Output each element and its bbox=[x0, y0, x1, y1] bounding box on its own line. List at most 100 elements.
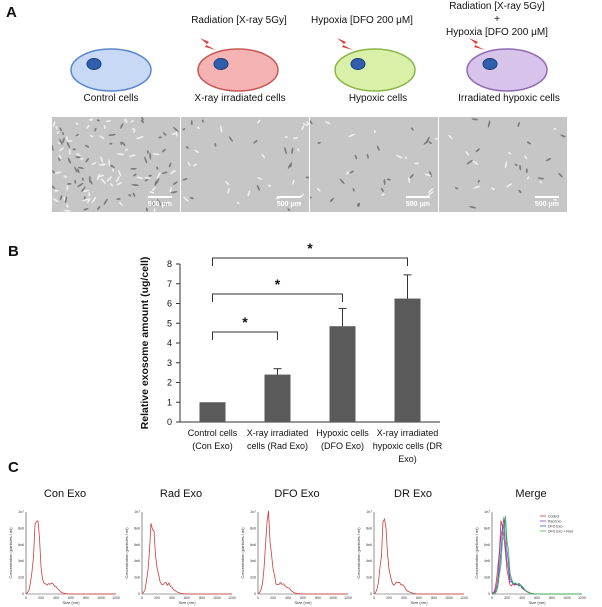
cell-speck bbox=[349, 170, 355, 174]
x-tick-label: 600 bbox=[184, 596, 190, 600]
x-tick-label: 400 bbox=[53, 596, 59, 600]
cell-speck bbox=[132, 192, 136, 197]
category-label: cells (Rad Exo) bbox=[247, 441, 308, 451]
cell-speck bbox=[261, 153, 265, 159]
treatment-line: Radiation [X-ray 5Gy] bbox=[449, 1, 545, 12]
significance-bracket bbox=[212, 331, 278, 340]
cell-speck bbox=[62, 131, 64, 136]
y-tick-label: 2e6 bbox=[366, 576, 372, 580]
cell-speck bbox=[526, 141, 531, 145]
cell-speck bbox=[66, 203, 69, 208]
y-tick-label: 8e6 bbox=[134, 526, 140, 530]
cell-speck bbox=[466, 159, 473, 165]
cell-speck bbox=[287, 208, 291, 212]
cell-speck bbox=[172, 170, 176, 173]
cell-speck bbox=[88, 192, 91, 197]
cell-speck bbox=[59, 127, 62, 132]
cell-speck bbox=[162, 132, 167, 136]
cell-speck bbox=[81, 186, 86, 193]
x-tick-label: 800 bbox=[431, 596, 437, 600]
cell-speck bbox=[67, 182, 72, 185]
cell-speck bbox=[128, 194, 132, 197]
y-tick-label: 4 bbox=[167, 338, 172, 348]
cell-speck bbox=[59, 195, 63, 201]
cell-speck bbox=[173, 126, 179, 133]
cell-speck bbox=[214, 142, 217, 147]
y-tick-label: 1 bbox=[167, 397, 172, 407]
cell-speck bbox=[519, 165, 522, 171]
cell-speck bbox=[66, 140, 73, 143]
cell-speck bbox=[155, 177, 160, 185]
y-tick-label: 2e6 bbox=[134, 576, 140, 580]
category-label: Control cells bbox=[188, 428, 238, 438]
x-tick-label: 0 bbox=[491, 596, 493, 600]
x-tick-label: 400 bbox=[169, 596, 175, 600]
x-tick-label: 400 bbox=[519, 596, 525, 600]
y-tick-label: 6e6 bbox=[484, 543, 490, 547]
cell-speck bbox=[109, 164, 115, 168]
cell-speck bbox=[192, 163, 198, 167]
cell-speck bbox=[163, 203, 169, 206]
y-tick-label: 1e7 bbox=[18, 510, 24, 514]
cell-speck bbox=[103, 198, 108, 205]
x-tick-label: 200 bbox=[38, 596, 44, 600]
category-label: (Con Exo) bbox=[192, 441, 233, 451]
x-tick-label: 1000 bbox=[445, 596, 453, 600]
cell-speck bbox=[66, 136, 68, 141]
cell-speck bbox=[171, 132, 177, 135]
cell-speck bbox=[284, 146, 287, 155]
micrograph-control: 500 μm bbox=[52, 117, 180, 212]
cell-speck bbox=[157, 199, 162, 206]
cell-speck bbox=[105, 120, 112, 123]
significance-bracket bbox=[212, 257, 408, 266]
treatment-line: + bbox=[494, 14, 500, 25]
y-tick-label: 1e7 bbox=[366, 510, 372, 514]
y-tick-label: 4e6 bbox=[134, 559, 140, 563]
cell-speck bbox=[409, 174, 414, 179]
y-tick-label: 0 bbox=[488, 592, 490, 596]
nta-size-distribution-plot: 0 200 400 600 800 1000 1200 0 2e6 4e6 6e6 8e6 1e7 Siz… bbox=[474, 510, 586, 605]
cell-speck bbox=[182, 178, 188, 181]
lightning-icon bbox=[469, 38, 485, 50]
cell-speck bbox=[90, 180, 93, 185]
cell-speck bbox=[434, 137, 438, 140]
cell-speck bbox=[110, 183, 114, 187]
cell-speck bbox=[62, 137, 65, 144]
cell-speck bbox=[87, 197, 91, 204]
x-tick-label: 1200 bbox=[344, 596, 352, 600]
cell-speck bbox=[118, 169, 122, 177]
cell-speck bbox=[52, 184, 56, 189]
cell-speck bbox=[90, 134, 94, 138]
nta-size-distribution-plot: 0 200 400 600 800 1000 1200 0 2e6 4e6 6e6 8e6 1e7 Siz… bbox=[8, 510, 120, 605]
cell-speck bbox=[75, 122, 79, 126]
y-tick-label: 4e6 bbox=[250, 559, 256, 563]
cell-speck bbox=[354, 154, 358, 160]
cell-speck bbox=[299, 201, 302, 205]
cell-speck bbox=[508, 151, 512, 155]
x-tick-label: 200 bbox=[504, 596, 510, 600]
nta-size-distribution-plot: 0 200 400 600 800 1000 1200 0 2e6 4e6 6e6 8e6 1e7 Siz… bbox=[356, 510, 468, 605]
cell-speck bbox=[183, 196, 189, 202]
cell-speck bbox=[257, 119, 261, 124]
cell-speck bbox=[130, 119, 134, 123]
lightning-icon bbox=[337, 38, 353, 50]
cell-speck bbox=[475, 148, 480, 153]
y-tick-label: 0 bbox=[254, 592, 256, 596]
cell-speck bbox=[201, 119, 204, 123]
x-tick-label: 0 bbox=[25, 596, 27, 600]
x-tick-label: 600 bbox=[534, 596, 540, 600]
cell-speck bbox=[225, 180, 230, 186]
cell-speck bbox=[284, 136, 288, 138]
cell-speck bbox=[133, 173, 137, 177]
cell-speck bbox=[524, 155, 528, 160]
cell-speck bbox=[131, 128, 136, 131]
x-tick-label: 0 bbox=[141, 596, 143, 600]
panel-c-letter: C bbox=[8, 459, 19, 476]
micrograph-rad: 500 μm bbox=[181, 117, 309, 212]
x-axis-label: Size (nm) bbox=[410, 600, 428, 605]
cell-speck bbox=[75, 153, 81, 156]
cell-speck bbox=[108, 133, 116, 136]
cell-speck bbox=[553, 198, 558, 201]
cell-speck bbox=[68, 148, 71, 156]
cell-speck bbox=[66, 185, 69, 191]
